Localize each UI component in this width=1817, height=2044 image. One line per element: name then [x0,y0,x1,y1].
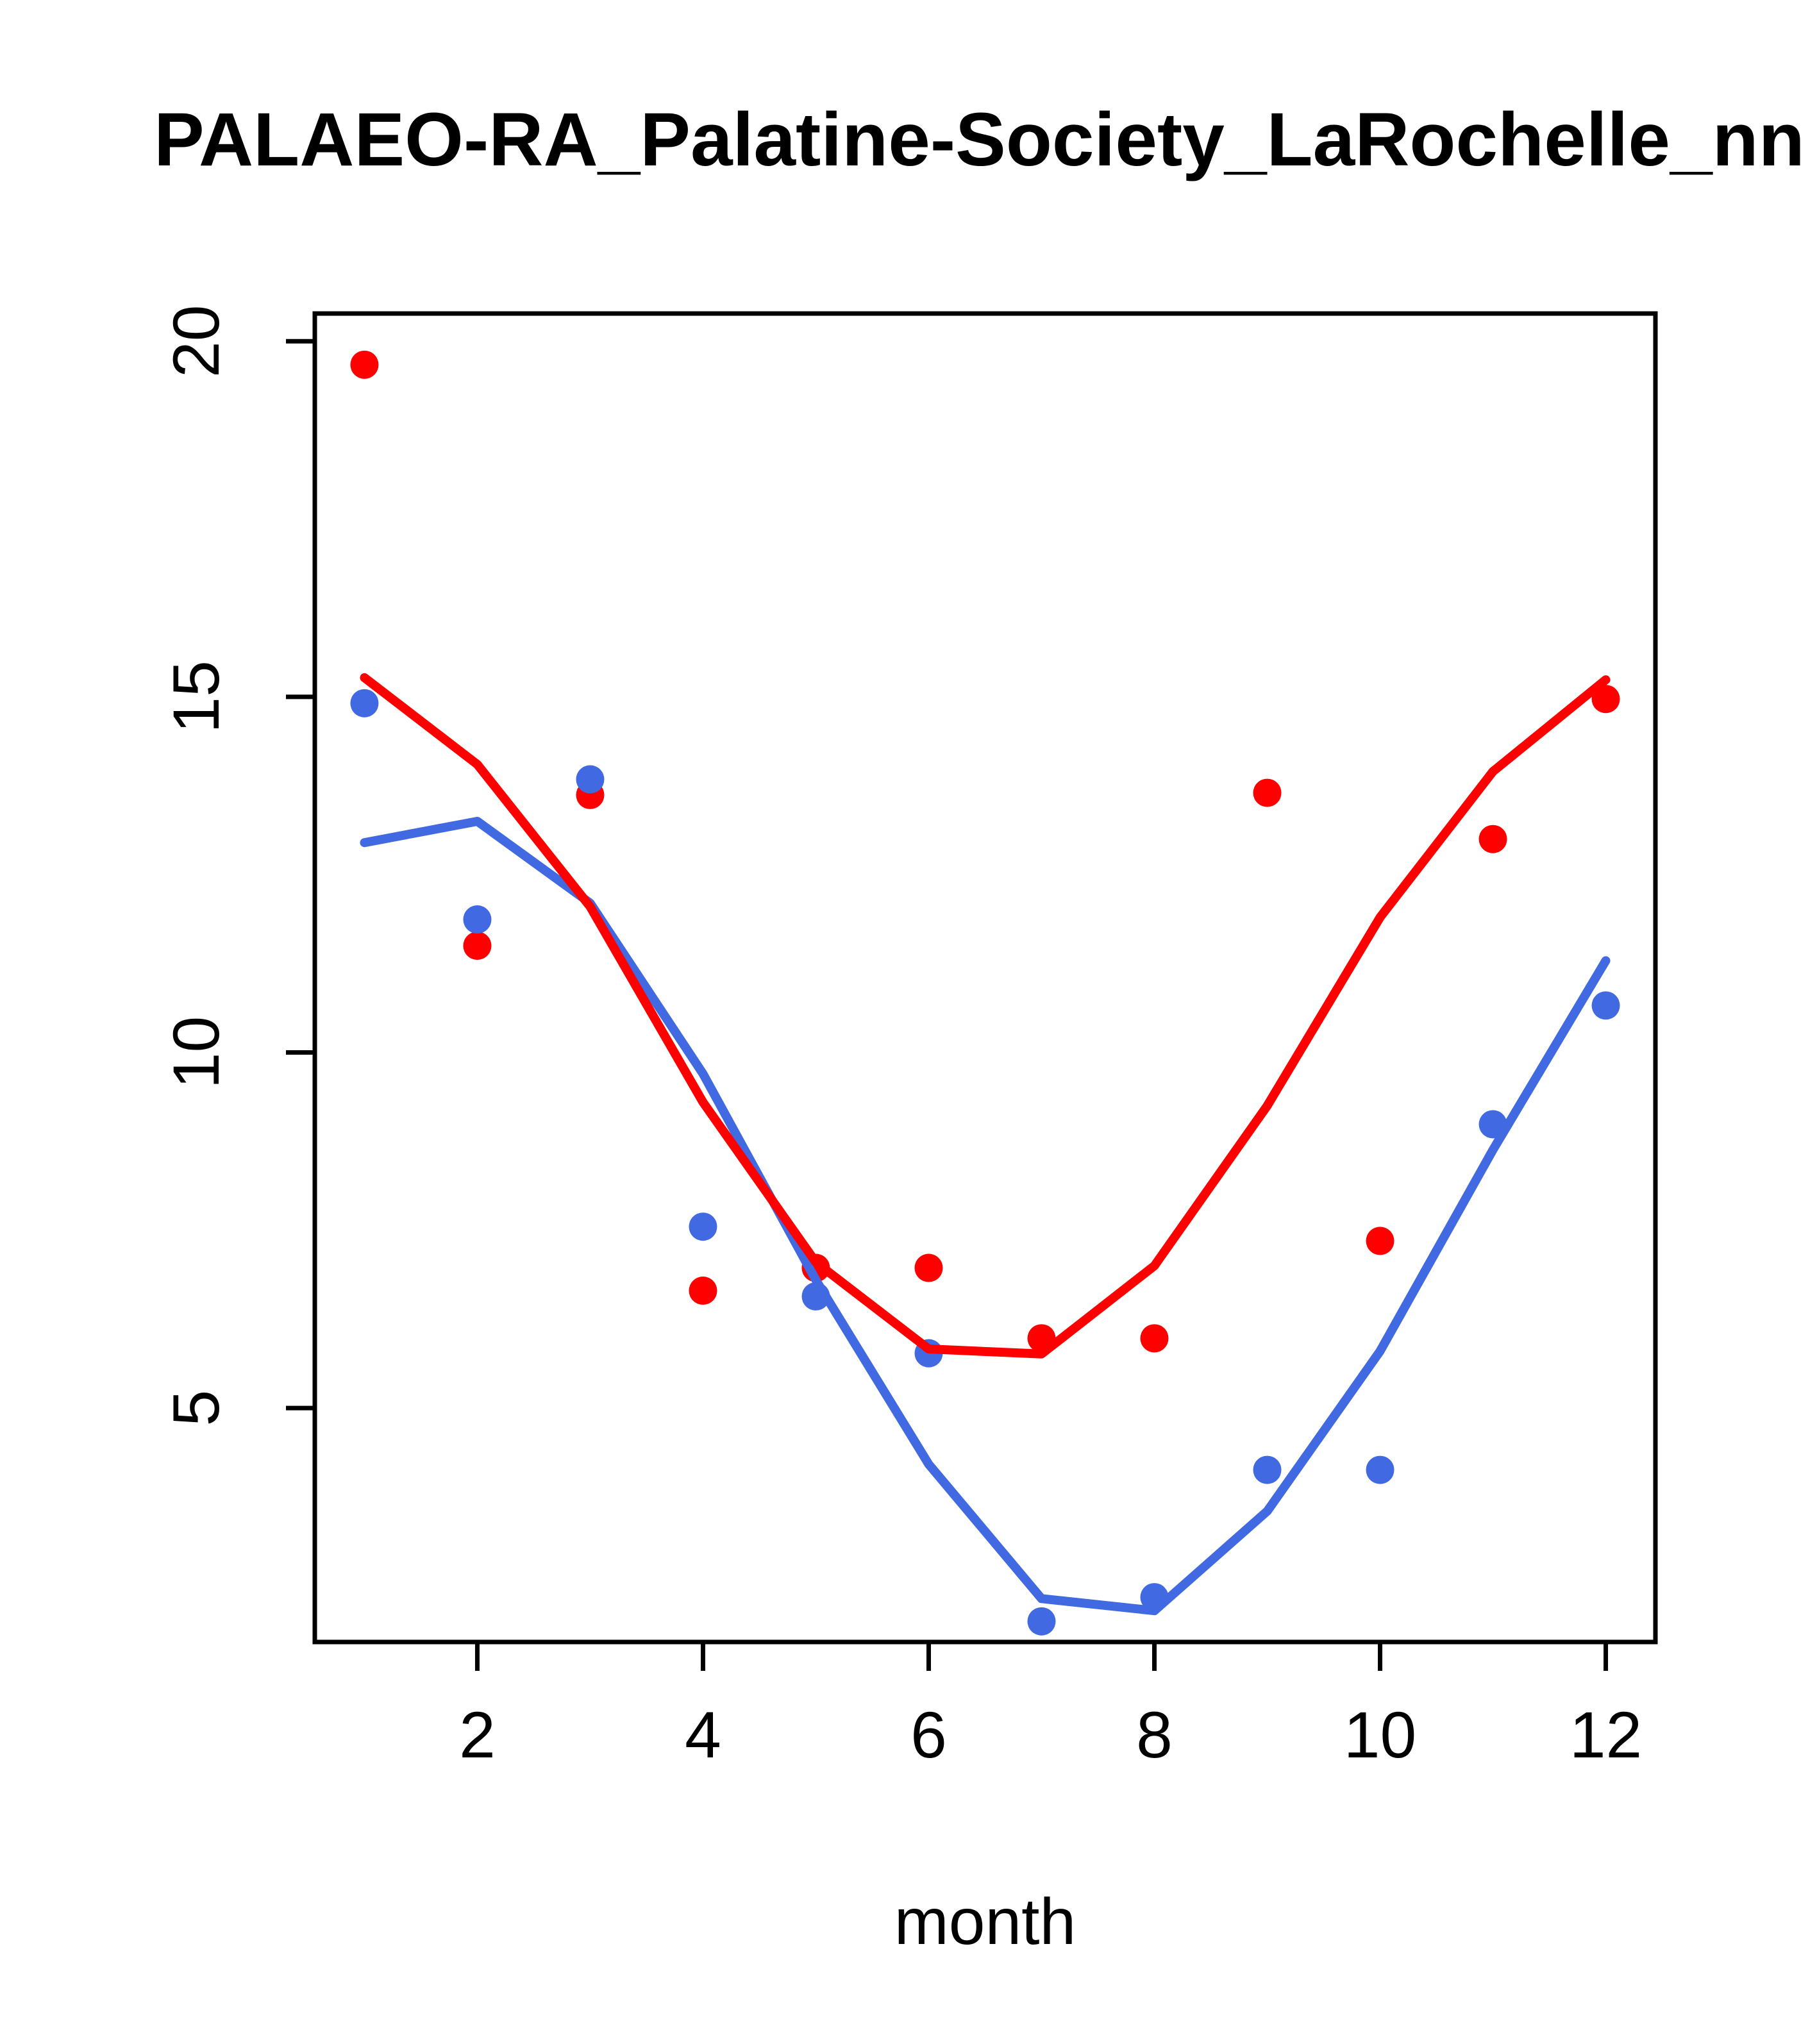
blue-point [576,765,605,794]
x-axis-tick-label: 6 [910,1698,947,1772]
y-axis-tick-label: 10 [160,1016,233,1089]
blue-smooth-line [360,816,1611,1616]
red-point [1591,685,1620,714]
y-axis-tick-label: 5 [160,1390,233,1427]
red-point [350,350,379,379]
chart-title: PALAEO-RA_Palatine-Society_LaRochelle_nn [154,97,1805,182]
red-point [1478,825,1507,853]
x-axis-tick-label: 10 [1344,1698,1416,1772]
y-axis-tick-label: 15 [160,660,233,733]
blue-point [463,905,492,934]
y-axis-tick-label: 20 [160,305,233,378]
red-point [1366,1227,1394,1255]
plot-box [312,311,1658,1645]
blue-point [1253,1455,1282,1484]
blue-point [689,1212,717,1241]
x-axis-tick-label: 2 [459,1698,496,1772]
blue-point [1366,1455,1394,1484]
x-axis-tick-label: 8 [1136,1698,1173,1772]
x-axis-tick-label: 4 [685,1698,721,1772]
red-point [463,932,492,960]
red-point [1140,1324,1169,1353]
red-point [914,1253,943,1282]
x-axis-tick-label: 12 [1570,1698,1642,1772]
red-point [1253,778,1282,807]
red-point [689,1277,717,1305]
blue-point [1027,1607,1056,1636]
plot-area: 2 4 6 8 10 12 5 10 15 20 month [160,305,1658,1958]
x-axis-title: month [894,1885,1076,1958]
blue-point [350,689,379,717]
red-smooth-line [360,673,1611,1359]
blue-point [1591,991,1620,1020]
